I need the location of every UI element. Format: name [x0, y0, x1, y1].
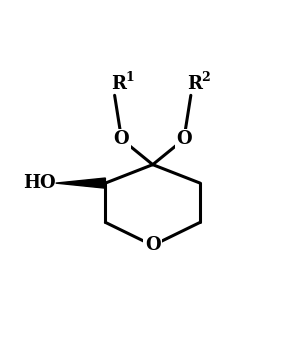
Text: O: O — [114, 130, 129, 148]
Text: R: R — [111, 75, 126, 93]
Text: 2: 2 — [201, 71, 210, 84]
Polygon shape — [56, 178, 105, 188]
Text: 1: 1 — [125, 71, 134, 84]
Text: O: O — [176, 130, 192, 148]
Text: O: O — [145, 236, 161, 254]
Text: R: R — [187, 75, 202, 93]
Text: HO: HO — [23, 174, 56, 192]
